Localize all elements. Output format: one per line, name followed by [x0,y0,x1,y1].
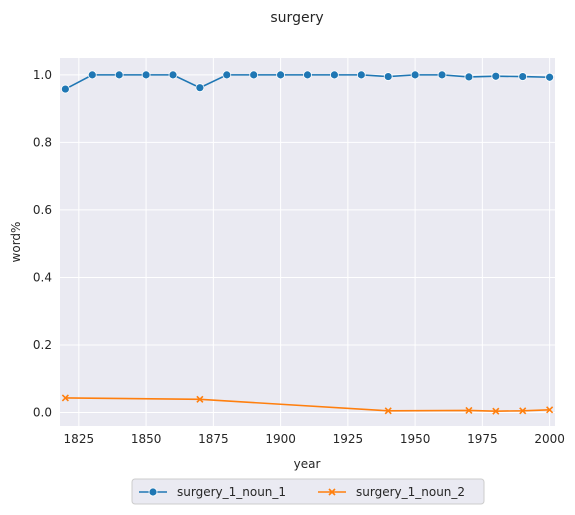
y-axis-label: word% [9,222,23,263]
data-point [60,84,70,94]
legend-label: surgery_1_noun_1 [177,485,286,499]
data-point [168,70,178,80]
legend: surgery_1_noun_1 surgery_1_noun_2 [131,478,485,505]
series-layer [60,70,555,415]
data-point [410,70,420,80]
x-tick-label: 1825 [64,432,95,446]
chart-title: surgery [270,10,323,26]
data-point [196,395,204,403]
data-point [519,407,527,415]
data-point [61,394,69,402]
data-point [545,72,555,82]
x-tick-labels: 1825 1850 1875 1900 1925 1950 1975 2000 [64,432,565,446]
legend-label: surgery_1_noun_2 [356,485,465,499]
data-point [546,406,554,414]
data-point [195,83,205,93]
data-point [518,72,528,81]
legend-marker [328,488,336,496]
legend-entry-2: surgery_1_noun_2 [318,485,465,499]
y-tick-label: 0.4 [33,270,52,284]
x-tick-label: 2000 [534,432,565,446]
x-tick-label: 1875 [198,432,229,446]
data-point [356,70,366,80]
x-tick-label: 1975 [467,432,498,446]
data-point [491,71,501,81]
data-point [249,70,259,80]
data-point [464,72,474,82]
y-tick-labels: 0.0 0.2 0.4 0.6 0.8 1.0 [33,68,52,420]
data-point [330,70,339,80]
data-point [114,70,124,80]
x-tick-label: 1900 [265,432,296,446]
y-tick-label: 0.2 [33,338,52,352]
data-point [492,407,500,415]
plot-area [60,58,555,426]
data-point [276,70,285,80]
data-point [222,70,232,80]
data-point [384,407,392,415]
x-tick-label: 1950 [400,432,431,446]
data-point [303,70,312,80]
data-point [383,72,393,81]
x-axis-label: year [294,457,321,471]
legend-marker [148,487,158,497]
data-point [465,406,473,415]
x-tick-label: 1850 [131,432,162,446]
y-tick-label: 0.8 [33,135,52,149]
data-point [437,70,447,80]
series-2 [61,394,554,415]
y-tick-label: 0.6 [33,203,52,217]
x-tick-label: 1925 [333,432,364,446]
data-point [141,70,151,80]
data-point [87,70,97,80]
y-tick-label: 0.0 [33,405,52,419]
y-tick-label: 1.0 [33,68,52,82]
legend-box [131,478,485,505]
legend-entry-1: surgery_1_noun_1 [139,485,286,499]
series-1 [60,70,555,94]
